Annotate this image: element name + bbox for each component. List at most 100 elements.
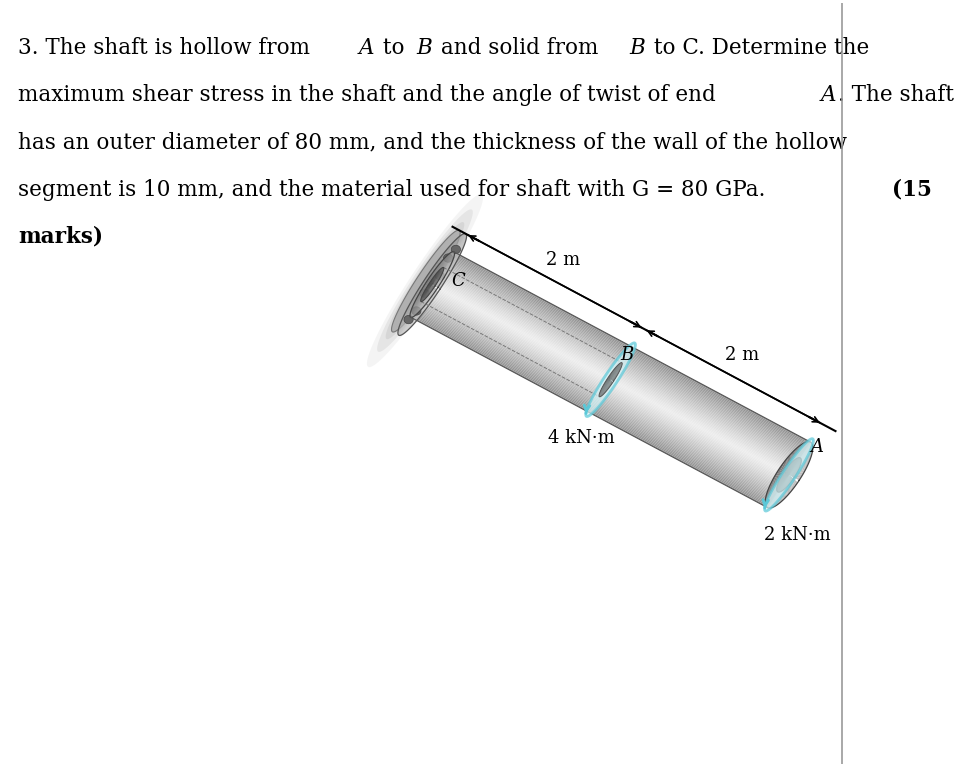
Text: 3. The shaft is hollow from: 3. The shaft is hollow from (18, 37, 317, 59)
Polygon shape (422, 285, 432, 301)
Polygon shape (432, 268, 444, 285)
Polygon shape (436, 278, 793, 469)
Polygon shape (779, 475, 789, 481)
Polygon shape (432, 268, 444, 285)
Polygon shape (789, 475, 795, 489)
Polygon shape (432, 269, 441, 285)
Polygon shape (765, 475, 789, 503)
Polygon shape (774, 475, 789, 478)
Polygon shape (601, 380, 610, 391)
Polygon shape (432, 260, 443, 285)
Polygon shape (610, 365, 618, 380)
Polygon shape (401, 285, 432, 321)
Polygon shape (602, 380, 610, 388)
Polygon shape (787, 466, 789, 475)
Polygon shape (789, 461, 793, 475)
Polygon shape (402, 285, 432, 334)
Polygon shape (789, 459, 801, 475)
Polygon shape (789, 443, 812, 475)
Polygon shape (414, 285, 432, 317)
Polygon shape (602, 380, 610, 396)
Polygon shape (610, 364, 622, 380)
Polygon shape (426, 285, 432, 288)
Polygon shape (789, 462, 792, 475)
Polygon shape (430, 281, 432, 285)
Polygon shape (431, 280, 432, 285)
Polygon shape (767, 475, 789, 508)
Polygon shape (422, 285, 432, 298)
Polygon shape (601, 380, 610, 397)
Polygon shape (432, 272, 434, 285)
Polygon shape (421, 284, 432, 287)
Polygon shape (410, 285, 432, 316)
Polygon shape (432, 242, 466, 285)
Polygon shape (432, 281, 438, 285)
Polygon shape (789, 458, 799, 475)
Polygon shape (432, 285, 443, 289)
Polygon shape (398, 285, 432, 334)
Polygon shape (789, 460, 801, 475)
Polygon shape (432, 234, 467, 285)
Polygon shape (786, 469, 789, 475)
Polygon shape (420, 302, 778, 493)
Polygon shape (425, 285, 432, 304)
Polygon shape (432, 281, 442, 285)
Polygon shape (422, 285, 432, 298)
Polygon shape (415, 310, 772, 501)
Polygon shape (432, 265, 451, 285)
Polygon shape (444, 266, 801, 457)
Polygon shape (432, 255, 460, 285)
Polygon shape (410, 285, 432, 314)
Polygon shape (789, 458, 800, 475)
Polygon shape (432, 255, 454, 285)
Polygon shape (432, 255, 448, 285)
Polygon shape (610, 372, 619, 380)
Polygon shape (426, 285, 432, 303)
Polygon shape (432, 275, 441, 285)
Text: B: B (621, 347, 634, 364)
Polygon shape (451, 255, 809, 446)
Polygon shape (415, 285, 432, 315)
Polygon shape (432, 273, 450, 285)
Polygon shape (431, 268, 433, 285)
Polygon shape (432, 239, 467, 285)
Polygon shape (432, 262, 452, 285)
Polygon shape (789, 472, 797, 475)
Polygon shape (789, 452, 812, 475)
Polygon shape (610, 380, 613, 384)
Polygon shape (789, 449, 796, 475)
Polygon shape (419, 285, 432, 318)
Polygon shape (773, 475, 789, 480)
Polygon shape (435, 279, 792, 470)
Polygon shape (417, 285, 432, 298)
Polygon shape (451, 245, 461, 254)
Polygon shape (432, 270, 444, 285)
Polygon shape (424, 285, 432, 306)
Polygon shape (432, 252, 454, 285)
Polygon shape (421, 285, 432, 299)
Polygon shape (429, 288, 787, 479)
Polygon shape (775, 475, 789, 506)
Polygon shape (789, 475, 801, 480)
Polygon shape (417, 285, 432, 320)
Polygon shape (789, 464, 809, 475)
Polygon shape (425, 285, 432, 289)
Polygon shape (778, 475, 789, 492)
Polygon shape (782, 474, 789, 476)
Polygon shape (420, 303, 777, 495)
Polygon shape (600, 380, 610, 397)
Polygon shape (789, 449, 795, 475)
Polygon shape (432, 258, 445, 285)
Polygon shape (428, 285, 432, 296)
Polygon shape (421, 285, 432, 301)
Polygon shape (438, 275, 795, 466)
Polygon shape (432, 285, 434, 301)
Polygon shape (452, 253, 810, 444)
Polygon shape (432, 278, 440, 285)
Polygon shape (432, 247, 449, 285)
Polygon shape (432, 246, 464, 285)
Polygon shape (425, 295, 783, 486)
Polygon shape (789, 463, 801, 475)
Polygon shape (779, 467, 789, 475)
Polygon shape (432, 265, 435, 285)
